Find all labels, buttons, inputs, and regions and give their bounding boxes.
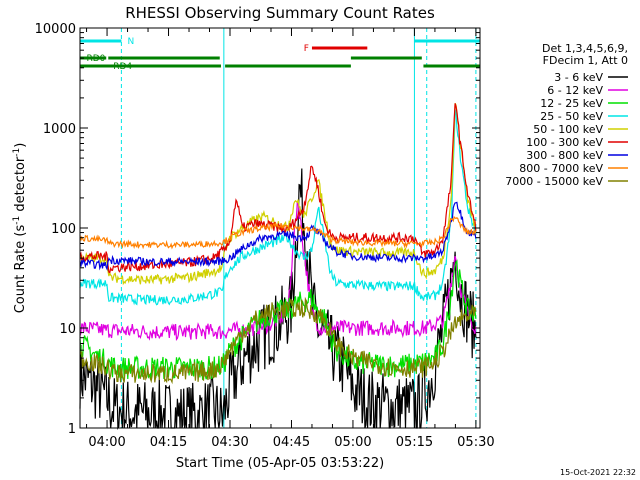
flag-label: F xyxy=(304,44,309,54)
legend-entry-label: 3 - 6 keV xyxy=(554,71,603,84)
series-line xyxy=(79,215,477,250)
legend-header: Det 1,3,4,5,6,9, xyxy=(542,42,628,55)
series-line xyxy=(79,108,477,306)
legend-entry-label: 6 - 12 keV xyxy=(547,84,603,97)
x-tick-label: 05:30 xyxy=(457,435,494,450)
x-tick-label: 04:15 xyxy=(150,435,187,450)
y-tick-label: 10000 xyxy=(35,22,76,37)
y-tick-label: 100 xyxy=(51,222,76,237)
x-tick-label: 04:45 xyxy=(273,435,310,450)
legend-header: FDecim 1, Att 0 xyxy=(543,54,628,67)
flag-label: RD0 xyxy=(87,54,106,64)
y-tick-label: 10 xyxy=(59,322,76,337)
series-line xyxy=(79,201,477,272)
y-tick-label: 1000 xyxy=(43,122,76,137)
series-line xyxy=(79,200,477,341)
flag-label: RD4 xyxy=(113,62,132,72)
legend-entry-label: 100 - 300 keV xyxy=(526,136,603,149)
legend: Det 1,3,4,5,6,9,FDecim 1, Att 0 3 - 6 keV… xyxy=(505,42,628,188)
legend-entry-label: 800 - 7000 keV xyxy=(519,162,603,175)
series-line xyxy=(79,259,477,380)
legend-entry-label: 300 - 800 keV xyxy=(526,149,603,162)
y-tick-label: 1 xyxy=(68,422,76,437)
axes: 1 10 100 1000 10000 04:00 04:15 04:30 04:45 05:00… xyxy=(35,22,495,450)
x-tick-label: 04:30 xyxy=(211,435,248,450)
x-tick-label: 05:15 xyxy=(396,435,433,450)
legend-entry-label: 25 - 50 keV xyxy=(540,110,603,123)
series-line xyxy=(79,168,477,430)
series-line xyxy=(79,103,477,274)
legend-entry-label: 50 - 100 keV xyxy=(533,123,603,136)
legend-entry-label: 7000 - 15000 keV xyxy=(505,175,603,188)
legend-entry-label: 12 - 25 keV xyxy=(540,97,603,110)
series-line xyxy=(79,296,477,385)
x-axis-label: Start Time (05-Apr-05 03:53:22) xyxy=(176,456,384,471)
timestamp: 15-Oct-2021 22:32 xyxy=(560,468,636,477)
flag-label: N xyxy=(127,37,134,47)
y-axis-label: Count Rate (s-1 detector-1) xyxy=(12,143,28,314)
x-tick-label: 04:00 xyxy=(88,435,125,450)
chart-title: RHESSI Observing Summary Count Rates xyxy=(125,4,435,22)
x-tick-label: 05:00 xyxy=(334,435,371,450)
plot-area: N F RD0 RD4 xyxy=(79,28,480,430)
